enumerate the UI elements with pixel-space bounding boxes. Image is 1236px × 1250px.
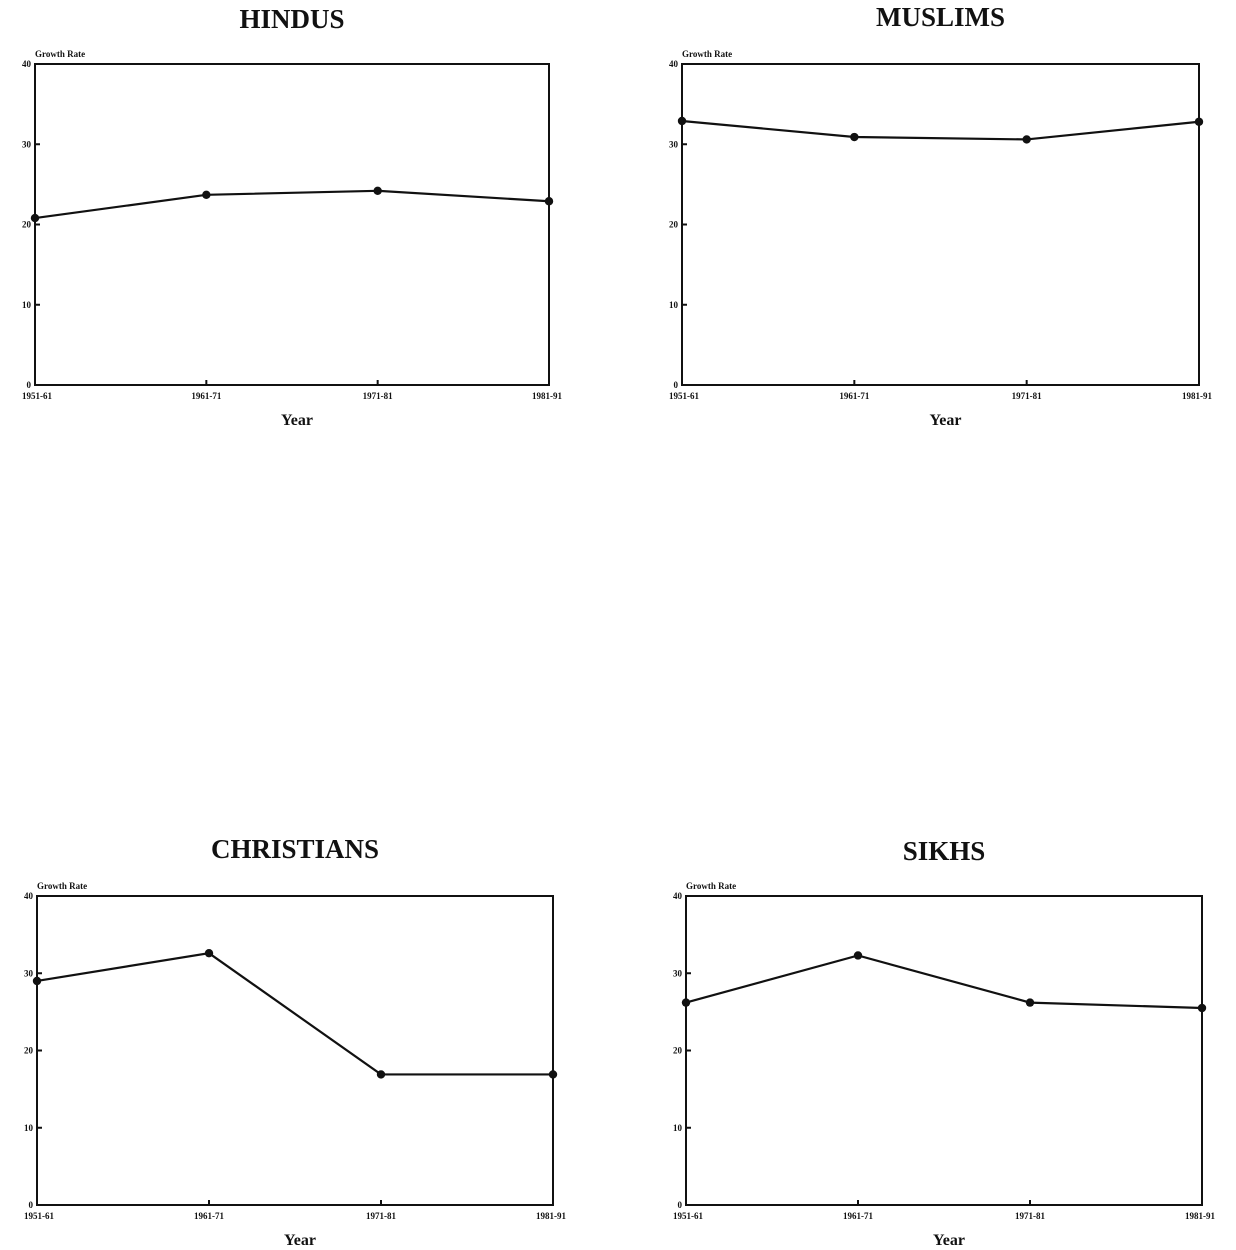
data-point — [373, 186, 382, 195]
y-tick-label: 10 — [22, 300, 32, 310]
y-tick-label: 30 — [669, 139, 679, 149]
x-tick-label: 1961-71 — [843, 1211, 873, 1221]
y-axis-label: Growth Rate — [686, 881, 736, 891]
y-tick-label: 10 — [673, 1123, 683, 1133]
y-tick-label: 40 — [669, 59, 679, 69]
y-tick-label: 10 — [669, 300, 679, 310]
data-point — [544, 197, 554, 206]
data-point — [677, 116, 687, 126]
y-tick-label: 0 — [29, 1200, 34, 1210]
data-point — [1022, 135, 1031, 144]
x-tick-label: 1961-71 — [839, 391, 869, 401]
x-tick-label: 1951-61 — [24, 1211, 54, 1221]
series-line — [34, 189, 550, 220]
x-tick-label: 1971-81 — [1015, 1211, 1045, 1221]
y-tick-label: 20 — [673, 1046, 683, 1056]
chart-title: MUSLIMS — [876, 2, 1005, 32]
x-axis-label: Year — [930, 412, 962, 429]
y-axis-label: Growth Rate — [682, 49, 732, 59]
x-tick-label: 1981-91 — [536, 1211, 566, 1221]
data-point — [204, 948, 214, 958]
x-axis-label: Year — [281, 412, 313, 429]
x-tick-label: 1981-91 — [1185, 1211, 1215, 1221]
data-point — [1197, 1003, 1207, 1013]
sikhs-chart: SIKHS Growth Rate 0 10 20 30 40 1951-61 1961-71 1… — [673, 836, 1215, 1249]
y-axis-label: Growth Rate — [35, 49, 85, 59]
y-tick-label: 0 — [678, 1200, 683, 1210]
data-point — [376, 1070, 386, 1079]
y-tick-label: 20 — [22, 220, 32, 230]
y-axis-label: Growth Rate — [37, 881, 87, 891]
x-tick-label: 1951-61 — [669, 391, 699, 401]
data-point — [202, 190, 211, 200]
chart-title: HINDUS — [239, 4, 344, 34]
y-tick-label: 20 — [24, 1046, 34, 1056]
plot-frame — [36, 895, 554, 1206]
y-tick-label: 40 — [22, 59, 32, 69]
data-point — [32, 976, 42, 986]
chart-title: SIKHS — [903, 836, 986, 866]
y-tick-label: 10 — [24, 1123, 34, 1133]
muslims-chart: MUSLIMS Growth Rate 0 10 20 30 40 1951-61 1961-7… — [669, 2, 1212, 429]
x-axis-label: Year — [933, 1232, 965, 1249]
chart-title: CHRISTIANS — [211, 834, 379, 864]
y-tick-label: 20 — [669, 220, 679, 230]
plot-frame — [34, 63, 550, 386]
data-point — [548, 1070, 558, 1079]
plot-frame — [681, 63, 1200, 386]
y-tick-label: 30 — [24, 968, 34, 978]
x-tick-label: 1961-71 — [191, 391, 221, 401]
x-tick-label: 1971-81 — [366, 1211, 396, 1221]
christians-chart: CHRISTIANS Growth Rate 0 10 20 30 40 1951-61 196… — [24, 834, 566, 1249]
x-tick-label: 1981-91 — [1182, 391, 1212, 401]
data-point — [850, 132, 859, 142]
y-tick-label: 30 — [22, 139, 32, 149]
y-tick-label: 0 — [674, 380, 679, 390]
series-line — [685, 954, 1203, 1010]
x-axis-label: Year — [284, 1232, 316, 1249]
data-point — [853, 951, 863, 960]
y-tick-label: 30 — [673, 968, 683, 978]
x-tick-label: 1981-91 — [532, 391, 562, 401]
x-tick-label: 1951-61 — [673, 1211, 703, 1221]
hindus-chart: HINDUS Growth Rate 0 10 20 30 40 1951-61 1961-71… — [22, 4, 562, 429]
plot-frame — [685, 895, 1203, 1206]
x-tick-label: 1971-81 — [1012, 391, 1042, 401]
y-tick-label: 40 — [24, 891, 34, 901]
series-line — [36, 952, 553, 1076]
y-tick-label: 40 — [673, 891, 683, 901]
series-line — [681, 119, 1200, 141]
x-tick-label: 1951-61 — [22, 391, 52, 401]
data-point — [1025, 998, 1035, 1007]
data-point — [30, 213, 40, 223]
x-tick-label: 1961-71 — [194, 1211, 224, 1221]
x-tick-label: 1971-81 — [363, 391, 393, 401]
y-tick-label: 0 — [27, 380, 32, 390]
data-point — [1194, 117, 1204, 126]
data-point — [681, 998, 691, 1007]
